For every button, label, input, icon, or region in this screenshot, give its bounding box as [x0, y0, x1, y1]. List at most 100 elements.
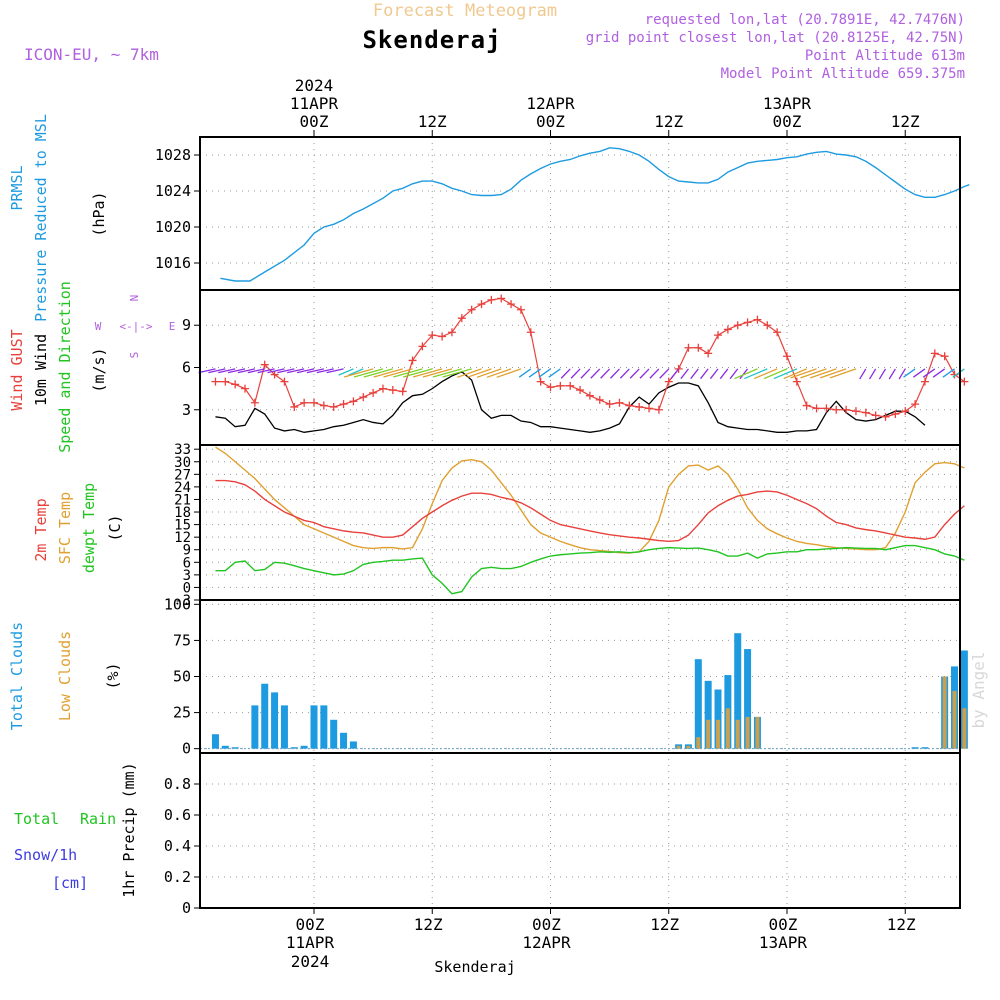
wind-direction-arrow [932, 368, 946, 378]
wind-direction-arrow [868, 368, 877, 380]
wind-gust-point [714, 331, 723, 340]
wind-direction-arrow [277, 368, 295, 374]
clouds-tick-label: 50 [173, 668, 191, 686]
precip-plot-area [200, 753, 960, 908]
wind-gust-point [408, 356, 417, 365]
footer-location: Skenderaj [434, 958, 515, 976]
wind-gust-point [664, 377, 673, 386]
bottom-axis-hour: 00Z [296, 915, 325, 934]
wind-gust-point [832, 405, 841, 414]
wind-direction-arrow [486, 368, 512, 378]
total-clouds-bar [271, 692, 279, 749]
wind-gust-point [556, 381, 565, 390]
pressure-line [220, 147, 970, 282]
wind-direction-arrow [518, 368, 532, 378]
wind-gust-point [595, 395, 604, 404]
wind-gust-point [694, 343, 703, 352]
wind-direction-arrow [680, 368, 689, 380]
wind-direction-arrow [639, 368, 650, 379]
wind-direction-arrow [403, 368, 433, 378]
bottom-axis-hour: 00Z [532, 915, 561, 934]
compass-mid: <-|-> [119, 320, 152, 333]
temp-tick-label: 33 [174, 442, 191, 458]
wind-gust-point [911, 400, 920, 409]
wind-direction-arrow [476, 368, 502, 378]
wind-gust-point [851, 407, 860, 416]
wind-gust-point [763, 321, 772, 330]
temp-tick-label: 30 [174, 455, 191, 471]
wind-gust-point [477, 300, 486, 309]
total-clouds-bar [320, 705, 328, 749]
wind-gust-point [802, 401, 811, 410]
wind-gust-point [635, 402, 644, 411]
bottom-axis-date: 12APR [522, 933, 571, 952]
wind-direction-arrow [709, 368, 719, 380]
precip-axis-label: 1hr Precip (mm) [120, 762, 138, 897]
wind-gust-point [546, 383, 555, 392]
total-clouds-bar [221, 745, 229, 749]
compass-w: W [95, 320, 102, 333]
wind-direction-arrow [208, 368, 226, 374]
top-axis-date: 13APR [763, 94, 812, 113]
wind-direction-arrow [739, 368, 749, 380]
bottom-axis-hour: 12Z [887, 915, 916, 934]
wind-gust-point [733, 321, 742, 330]
wind-direction-arrow [287, 368, 305, 374]
wind-gust-point [497, 294, 506, 303]
clouds-label-unit: (%) [104, 662, 122, 689]
bottom-axis-date: 13APR [759, 933, 808, 952]
watermark: by Angel [969, 651, 988, 728]
wind-direction-arrow [619, 368, 630, 379]
low-clouds-bar [952, 690, 957, 749]
low-clouds-bar [942, 676, 947, 749]
wind-direction-arrow [363, 368, 394, 378]
wind-direction-arrow [316, 368, 334, 374]
wind-gust-point [516, 305, 525, 314]
wind-gust-point [300, 398, 309, 407]
wind-direction-arrow [353, 368, 384, 378]
wind-gust-point [940, 352, 949, 361]
temp-tick-label: 24 [174, 480, 191, 496]
temp-tick-label: 18 [174, 505, 191, 521]
low-clouds-bar [735, 719, 740, 749]
wind-gust-point [378, 384, 387, 393]
compass-rose: N <-|-> W E S [95, 295, 176, 359]
total-clouds-bar [340, 732, 348, 749]
pressure-label-desc: Pressure Reduced to MSL [32, 114, 50, 322]
wind-gust-point [398, 387, 407, 396]
wind-direction-arrow [898, 368, 906, 380]
temp-tick-label: 6 [183, 555, 191, 571]
total-clouds-bar [290, 747, 298, 749]
wind-gust-point [526, 328, 535, 337]
wind-direction-arrow [590, 368, 601, 379]
wind-direction-arrow [548, 368, 561, 378]
model-altitude: Model Point Altitude 659.375m [721, 66, 965, 82]
total-clouds-bar [734, 633, 742, 749]
wind-gust-point [241, 384, 250, 393]
total-clouds-bar [261, 683, 269, 749]
wind-direction-arrow [659, 368, 670, 379]
wind-direction-arrow [432, 368, 462, 378]
temp-label-unit: (C) [106, 514, 124, 541]
wind-gust-point [743, 318, 752, 327]
precip-label-total: Total [14, 810, 59, 828]
wind-direction-arrow [790, 368, 817, 379]
wind-direction-arrow [267, 368, 285, 374]
temp-plot-area [200, 445, 960, 600]
wind-direction-arrow [570, 368, 581, 379]
clouds-label-total: Total Clouds [8, 622, 26, 730]
wind-tick-label: 9 [182, 316, 191, 334]
wind-direction-arrow [903, 368, 916, 378]
wind-direction-arrow [829, 368, 857, 379]
clouds-tick-label: 0 [182, 740, 191, 758]
wind-direction-arrow [227, 368, 246, 374]
top-axis-hour: 00Z [536, 112, 565, 131]
wind-direction-arrow [198, 368, 216, 374]
wind-gust-point [782, 352, 791, 361]
wind-gust-point [615, 398, 624, 407]
wind-direction-arrow [560, 368, 571, 379]
clouds-panel: 0 25 50 75 100 [164, 595, 968, 758]
